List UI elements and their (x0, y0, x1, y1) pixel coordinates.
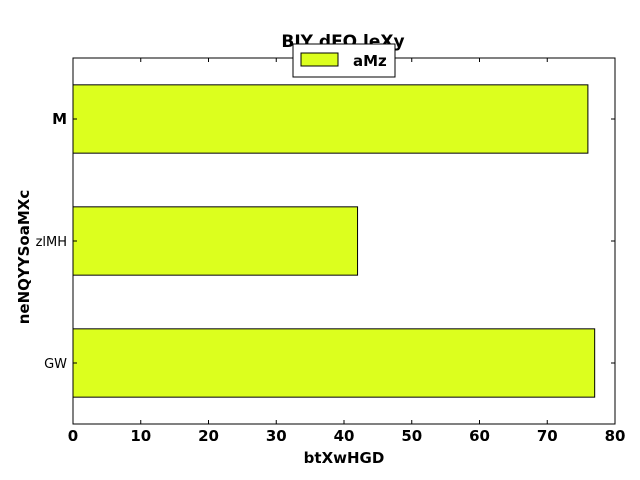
legend: aMz (292, 43, 396, 78)
bar-zlmh (72, 206, 359, 276)
x-tick-label: 50 (401, 427, 422, 445)
bar-m (72, 84, 589, 154)
ticks-layer: GW zlMH M 0 10 20 30 40 50 60 70 80 (36, 58, 626, 445)
x-tick-label: 60 (469, 427, 490, 445)
x-axis-label: btXwHGD (304, 449, 385, 467)
legend-label: aMz (353, 52, 387, 70)
x-tick-label: 0 (68, 427, 78, 445)
x-tick-label: 40 (334, 427, 355, 445)
bars-layer (72, 84, 596, 398)
y-axis-label: neNQYYSoaMXc (15, 190, 33, 325)
x-tick-label: 10 (130, 427, 151, 445)
y-tick-label: zlMH (36, 235, 67, 250)
x-tick-label: 20 (198, 427, 219, 445)
y-tick-label: M (52, 110, 67, 128)
x-tick-label: 30 (266, 427, 287, 445)
legend-swatch (300, 52, 339, 67)
x-tick-label: 70 (537, 427, 558, 445)
y-tick-label: GW (44, 357, 67, 372)
bar-gw (72, 328, 596, 398)
x-tick-label: 80 (605, 427, 626, 445)
